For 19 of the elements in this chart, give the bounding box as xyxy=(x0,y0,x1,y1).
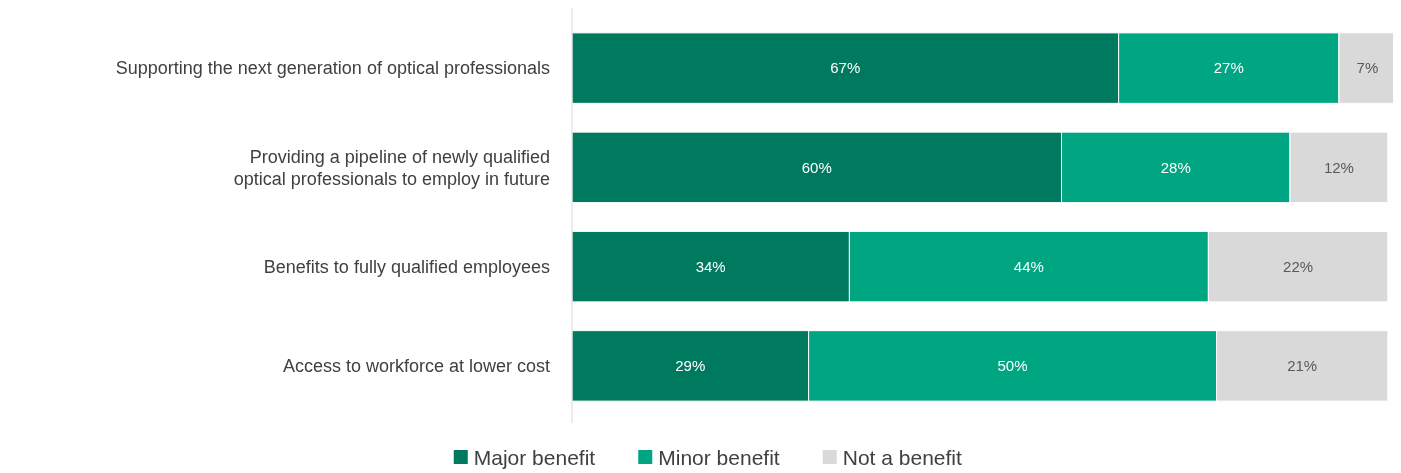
legend-label: Not a benefit xyxy=(842,446,962,470)
legend-label: Major benefit xyxy=(473,446,596,470)
data-label: 50% xyxy=(997,357,1028,375)
y-tick-label: Access to workforce at lower cost xyxy=(282,356,550,377)
y-tick-label: Supporting the next generation of optical professionals xyxy=(115,58,550,79)
legend-label: Minor benefit xyxy=(658,446,780,470)
data-label: 22% xyxy=(1283,257,1314,275)
y-tick-label: Benefits to fully qualified employees xyxy=(263,256,550,277)
data-label: 28% xyxy=(1160,158,1191,176)
data-label: 60% xyxy=(801,158,832,176)
data-label: 44% xyxy=(1013,257,1044,275)
data-label: 7% xyxy=(1356,59,1379,77)
data-label: 29% xyxy=(675,357,706,375)
y-tick-label: Providing a pipeline of newly qualified optical professionals to employ in future xyxy=(233,146,550,189)
data-label: 27% xyxy=(1213,59,1244,77)
data-label: 34% xyxy=(695,257,726,275)
data-label: 21% xyxy=(1287,357,1318,375)
data-label: 67% xyxy=(830,59,861,77)
data-label: 12% xyxy=(1323,158,1354,176)
